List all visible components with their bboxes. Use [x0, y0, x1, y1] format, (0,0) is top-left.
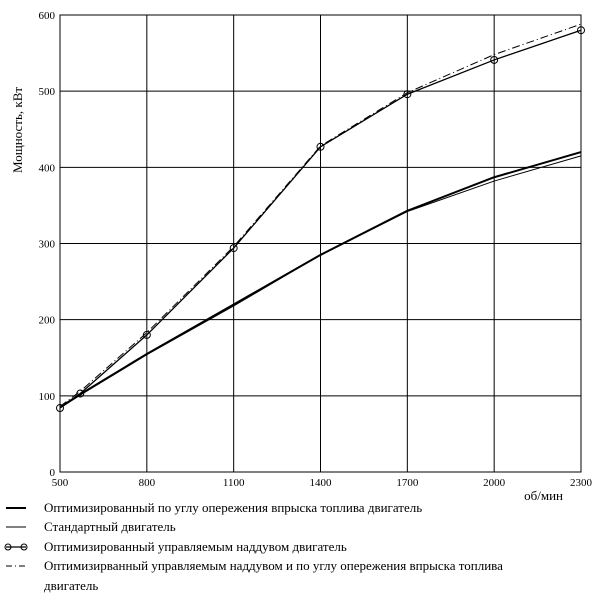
y-tick-300: 300 [39, 239, 56, 251]
legend: Оптимизированный по углу опережения впры… [4, 500, 503, 593]
series-line-2 [59, 155, 582, 409]
series-3-point-800 [142, 330, 151, 339]
legend-label-optimized-boost-injection-cont: двигатель [44, 578, 98, 593]
plot-frame [59, 14, 582, 473]
series-line-3 [59, 29, 582, 409]
y-axis-label: Мощность, кВт [10, 87, 25, 173]
legend-label-standard: Стандартный двигатель [44, 519, 176, 534]
series-3-point-1700 [403, 90, 412, 99]
series-3-point-1400 [316, 142, 325, 151]
y-tick-400: 400 [39, 162, 56, 174]
series-3-point-1100 [229, 244, 238, 253]
chart-series [56, 23, 585, 413]
legend-label-optimized-boost: Оптимизированный управляемым наддувом дв… [44, 539, 347, 554]
x-tick-labels: 500 800 1100 1400 1700 2000 2300 [52, 477, 593, 489]
legend-marker-optimized-boost-1 [4, 543, 12, 551]
x-axis-label: об/мин [524, 488, 563, 503]
x-tick-2300: 2300 [570, 477, 593, 489]
legend-label-optimized-injection: Оптимизированный по углу опережения впры… [44, 500, 422, 515]
x-tick-2000: 2000 [483, 477, 506, 489]
y-tick-500: 500 [39, 86, 56, 98]
x-tick-500: 500 [52, 477, 69, 489]
legend-label-optimized-boost-injection: Оптимизирванный управляемым наддувом и п… [44, 558, 503, 573]
plot-border [59, 14, 582, 473]
x-tick-800: 800 [139, 477, 156, 489]
series-line-1 [59, 151, 582, 409]
x-tick-1400: 1400 [310, 477, 333, 489]
series-line-4 [59, 23, 582, 407]
x-tick-1700: 1700 [396, 477, 419, 489]
y-tick-0: 0 [50, 467, 56, 479]
legend-marker-optimized-boost-2 [20, 543, 28, 551]
series-3-point-2000 [490, 55, 499, 64]
y-tick-200: 200 [39, 315, 56, 327]
y-tick-600: 600 [39, 10, 56, 22]
y-tick-100: 100 [39, 391, 56, 403]
series-3-point-2300 [577, 26, 585, 35]
series-3-point-500 [56, 404, 64, 413]
x-tick-1100: 1100 [223, 477, 245, 489]
chart-grid [59, 14, 582, 473]
y-tick-labels: 0 100 200 300 400 500 600 [39, 10, 56, 479]
